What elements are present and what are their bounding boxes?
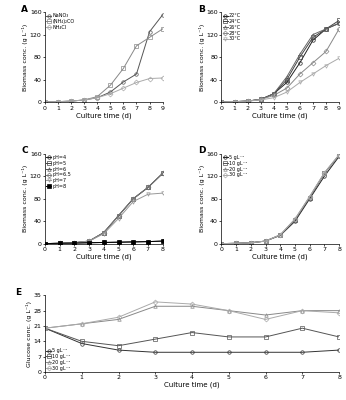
Text: B: B	[198, 5, 205, 14]
X-axis label: Culture time (d): Culture time (d)	[76, 112, 131, 118]
Text: C: C	[21, 146, 28, 156]
Y-axis label: Biomass conc. (g L⁻¹): Biomass conc. (g L⁻¹)	[22, 24, 28, 91]
Y-axis label: Biomass conc. (g L⁻¹): Biomass conc. (g L⁻¹)	[199, 24, 205, 91]
X-axis label: Culture time (d): Culture time (d)	[164, 382, 220, 388]
Y-axis label: Biomass conc. (g L⁻¹): Biomass conc. (g L⁻¹)	[22, 165, 28, 232]
Legend: 5 gL⁻¹, 10 gL⁻¹, 20 gL⁻¹, 30 gL⁻¹: 5 gL⁻¹, 10 gL⁻¹, 20 gL⁻¹, 30 gL⁻¹	[46, 348, 71, 371]
X-axis label: Culture time (d): Culture time (d)	[253, 112, 308, 118]
Text: A: A	[21, 5, 28, 14]
X-axis label: Culture time (d): Culture time (d)	[253, 254, 308, 260]
Legend: pH=4, pH=5, pH=6, pH=6.5, pH=7, pH=8: pH=4, pH=5, pH=6, pH=6.5, pH=7, pH=8	[46, 155, 72, 189]
Legend: 22°C, 24°C, 26°C, 28°C, 30°C: 22°C, 24°C, 26°C, 28°C, 30°C	[222, 13, 242, 42]
Legend: 5 gL⁻¹, 10 gL⁻¹, 20 gL⁻¹, 30 gL⁻¹: 5 gL⁻¹, 10 gL⁻¹, 20 gL⁻¹, 30 gL⁻¹	[222, 155, 247, 178]
Y-axis label: Biomass conc. (g L⁻¹): Biomass conc. (g L⁻¹)	[199, 165, 205, 232]
X-axis label: Culture time (d): Culture time (d)	[76, 254, 131, 260]
Legend: NaNO₃, (NH₄)₂CO, NH₄Cl: NaNO₃, (NH₄)₂CO, NH₄Cl	[46, 13, 75, 30]
Text: E: E	[16, 288, 22, 297]
Text: D: D	[198, 146, 206, 156]
Y-axis label: Glucose conc. (g L⁻¹): Glucose conc. (g L⁻¹)	[26, 301, 32, 367]
